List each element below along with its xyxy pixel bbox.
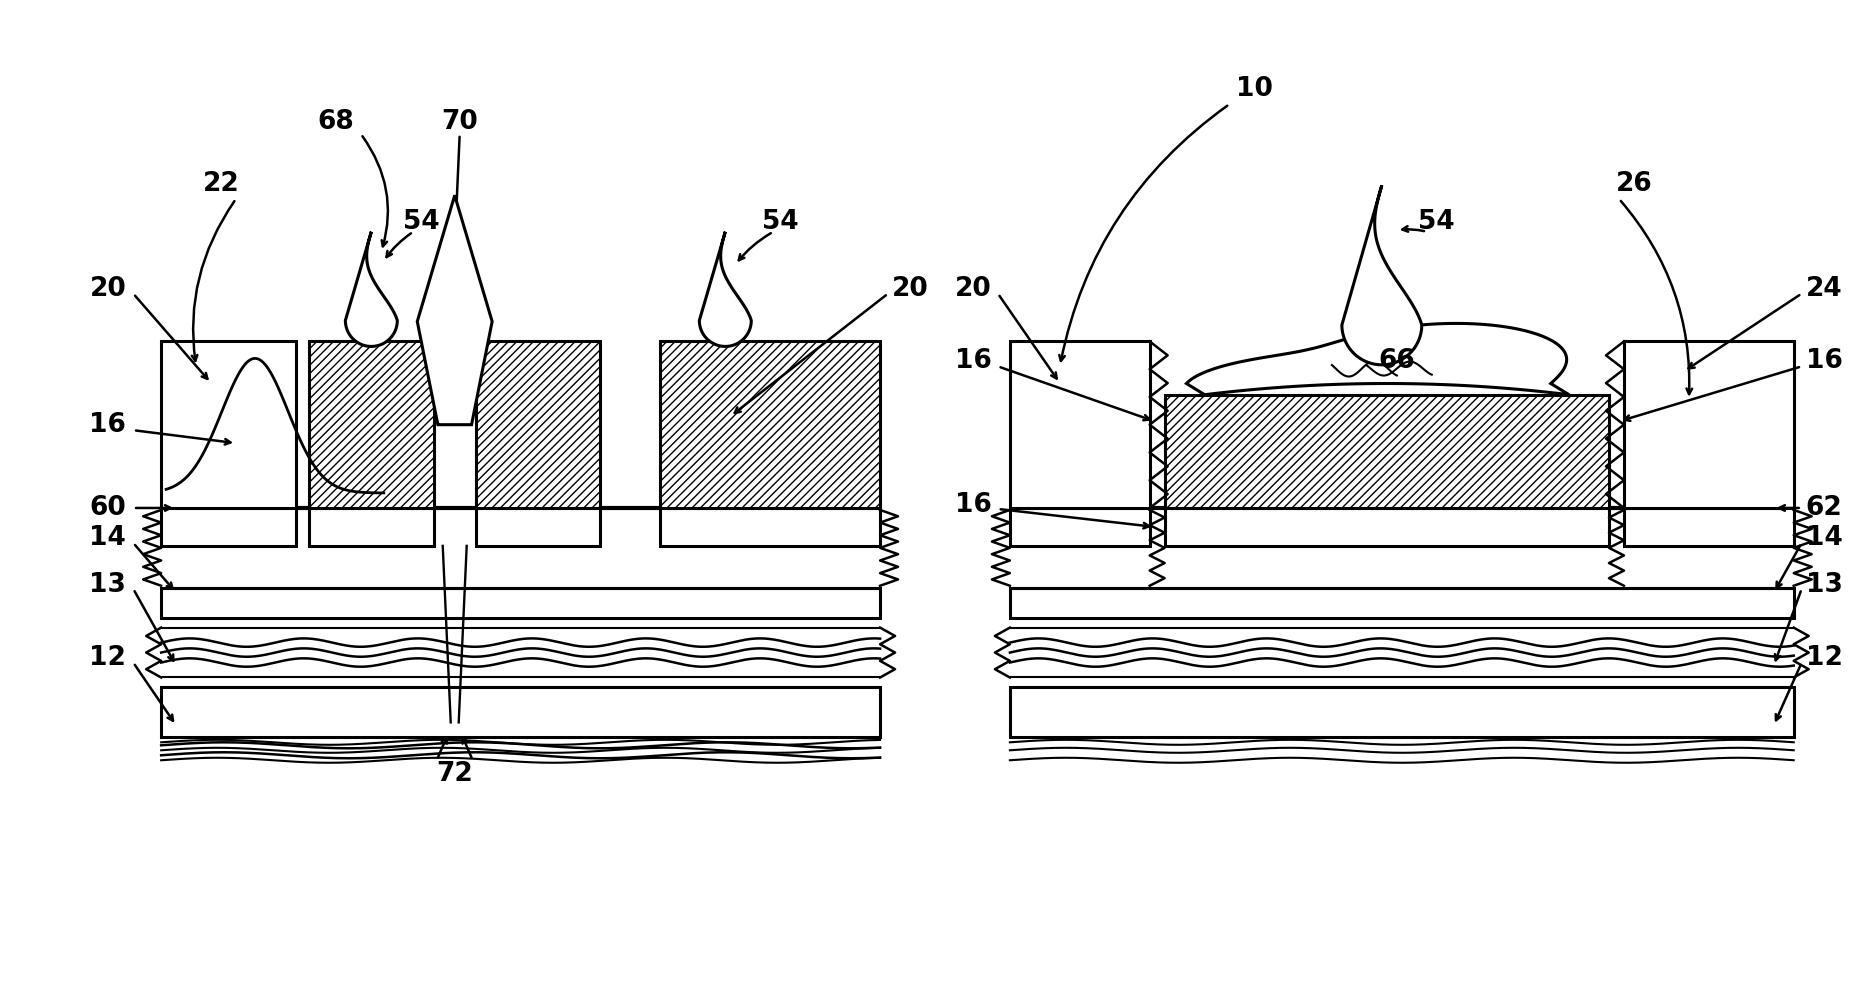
Bar (1625, 508, 1794, 546)
Bar (1164, 395, 1610, 508)
Text: 10: 10 (1235, 76, 1272, 102)
Text: 54: 54 (1418, 209, 1455, 234)
Bar (309, 508, 434, 546)
Bar (1010, 342, 1149, 508)
Bar (475, 508, 600, 546)
Bar (1010, 687, 1794, 738)
Bar (162, 588, 879, 618)
Text: 13: 13 (89, 572, 127, 598)
Text: 60: 60 (89, 495, 127, 521)
Bar (475, 342, 600, 508)
Bar (309, 342, 434, 508)
Bar (660, 508, 879, 546)
Text: 26: 26 (1615, 171, 1652, 197)
Text: 54: 54 (402, 209, 440, 234)
Text: 20: 20 (892, 276, 930, 302)
Text: 12: 12 (89, 644, 127, 670)
Text: 66: 66 (1379, 349, 1416, 374)
Bar (660, 342, 879, 508)
Text: 72: 72 (436, 762, 473, 787)
Polygon shape (345, 231, 397, 347)
Text: 54: 54 (762, 209, 799, 234)
Text: 70: 70 (442, 109, 479, 135)
Polygon shape (417, 196, 492, 425)
Text: 14: 14 (1805, 525, 1843, 551)
Text: 16: 16 (1805, 349, 1843, 374)
Polygon shape (1187, 324, 1569, 395)
Text: 14: 14 (89, 525, 127, 551)
Polygon shape (699, 231, 751, 347)
Bar (1010, 508, 1149, 546)
Text: 62: 62 (1805, 495, 1843, 521)
Polygon shape (1341, 186, 1421, 364)
Text: 16: 16 (89, 412, 127, 438)
Text: 16: 16 (956, 492, 991, 518)
Text: 20: 20 (89, 276, 127, 302)
Text: 68: 68 (317, 109, 354, 135)
Text: 22: 22 (203, 171, 240, 197)
Bar (162, 508, 296, 546)
Text: 24: 24 (1805, 276, 1843, 302)
Text: 16: 16 (956, 349, 991, 374)
Text: 20: 20 (956, 276, 991, 302)
Bar (162, 342, 296, 508)
Bar (162, 687, 879, 738)
Bar (1010, 588, 1794, 618)
Text: 12: 12 (1805, 644, 1843, 670)
Bar (1625, 342, 1794, 508)
Bar (1164, 508, 1610, 546)
Text: 13: 13 (1805, 572, 1843, 598)
